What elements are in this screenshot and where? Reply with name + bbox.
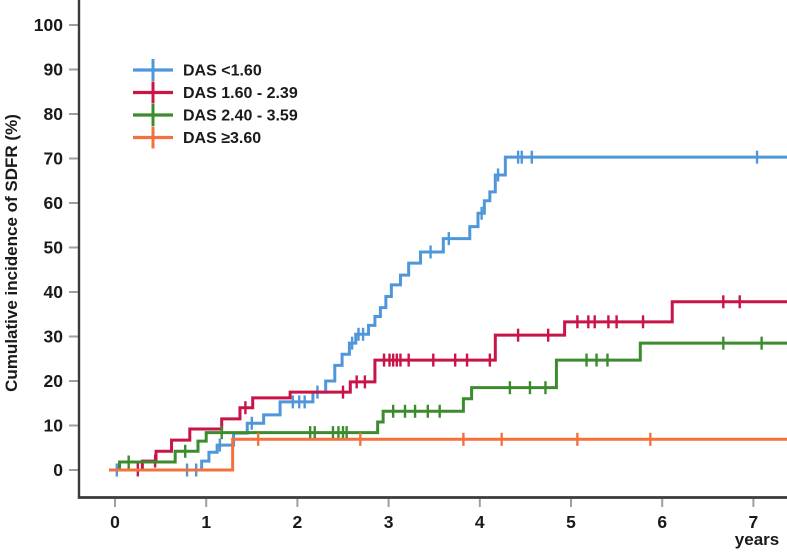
series-das-2-40-3-59 [109, 336, 787, 472]
y-axis-title: Cumulative incidence of SDFR (%) [2, 114, 21, 392]
x-tick-label: 7 [749, 512, 759, 532]
x-tick-label: 1 [201, 512, 211, 532]
legend-label: DAS <1.60 [183, 63, 262, 80]
x-axis: 0 1 2 3 4 5 6 7 [110, 499, 758, 532]
legend-item-das-ge-3-60: DAS ≥3.60 [133, 126, 261, 149]
legend: DAS <1.60 DAS 1.60 - 2.39 DAS 2.40 - 3.59 D… [133, 59, 298, 149]
curve-das-2-40-3-59 [109, 341, 787, 472]
y-axis: 0 10 20 30 40 50 60 70 80 90 100 [34, 15, 78, 480]
legend-item-das-lt-1-60: DAS <1.60 [133, 59, 262, 81]
y-tick-label: 10 [44, 416, 64, 436]
y-tick-label: 0 [53, 460, 63, 480]
x-tick-label: 4 [475, 512, 485, 532]
censor-marks-das-ge-3-60 [256, 432, 652, 446]
x-tick-label: 3 [384, 512, 394, 532]
x-tick-label: 5 [566, 512, 576, 532]
y-tick-label: 90 [44, 60, 64, 80]
y-tick-label: 50 [44, 238, 64, 258]
x-tick-label: 2 [293, 512, 303, 532]
series-das-ge-3-60 [109, 432, 787, 472]
legend-item-das-1-60-2-39: DAS 1.60 - 2.39 [133, 81, 298, 104]
y-tick-label: 100 [34, 15, 63, 35]
y-tick-label: 30 [44, 327, 64, 347]
y-tick-label: 60 [44, 193, 64, 213]
censor-marks-das-2-40-3-59 [127, 336, 763, 469]
y-tick-label: 70 [44, 149, 64, 169]
x-tick-label: 0 [110, 512, 120, 532]
x-axis-unit-label: years [735, 530, 779, 549]
series-das-1-60-2-39 [109, 295, 787, 477]
legend-item-das-2-40-3-59: DAS 2.40 - 3.59 [133, 104, 298, 126]
curve-das-1-60-2-39 [109, 300, 787, 472]
x-tick-label: 6 [657, 512, 667, 532]
censor-marks-das-1-60-2-39 [136, 295, 741, 477]
y-tick-label: 80 [44, 104, 64, 124]
y-tick-label: 20 [44, 371, 64, 391]
legend-label: DAS 2.40 - 3.59 [183, 108, 298, 125]
y-tick-label: 40 [44, 282, 64, 302]
legend-label: DAS 1.60 - 2.39 [183, 85, 298, 102]
curve-das-lt-1-60 [109, 155, 787, 472]
legend-label: DAS ≥3.60 [183, 130, 261, 147]
curve-das-ge-3-60 [109, 437, 787, 472]
